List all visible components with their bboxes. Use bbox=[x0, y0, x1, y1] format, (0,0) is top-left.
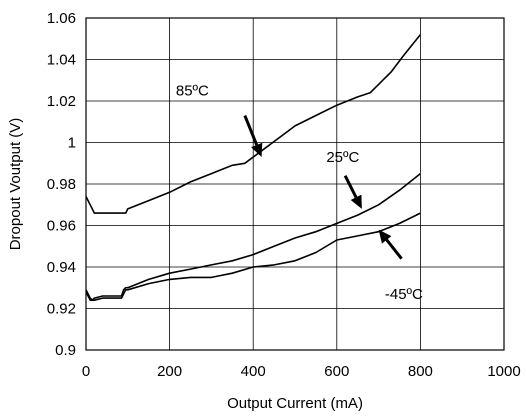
annotation-arrow bbox=[385, 238, 403, 260]
series-line-1 bbox=[85, 172, 421, 302]
y-tick-label: 1.02 bbox=[47, 93, 76, 110]
y-tick-label: 0.94 bbox=[47, 259, 76, 276]
y-tick-label: 1.06 bbox=[47, 10, 76, 27]
y-tick-label: 0.92 bbox=[47, 301, 76, 318]
annotations: 85ºC 25ºC -45ºC bbox=[176, 83, 423, 303]
y-tick-label: 0.9 bbox=[55, 342, 76, 359]
series-group bbox=[85, 34, 422, 302]
series-annotation-label: 85ºC bbox=[176, 83, 209, 100]
y-tick-label: 0.96 bbox=[47, 218, 76, 235]
grid bbox=[85, 17, 505, 351]
series-line-0 bbox=[85, 34, 422, 214]
annotation-arrow bbox=[243, 114, 259, 146]
y-tick-label: 0.98 bbox=[47, 176, 76, 193]
y-tick-label: 1.04 bbox=[47, 52, 76, 69]
series-annotation-label: -45ºC bbox=[385, 286, 423, 303]
series-annotation-label: 25ºC bbox=[326, 149, 359, 166]
annotation-arrowhead bbox=[378, 229, 392, 244]
y-axis-label: Dropout Voutput (V) bbox=[7, 118, 24, 251]
x-tick-label: 0 bbox=[82, 363, 90, 380]
x-tick-label: 1000 bbox=[487, 363, 520, 380]
x-tick-label: 600 bbox=[324, 363, 349, 380]
series-line-2 bbox=[85, 212, 421, 302]
x-tick-label: 800 bbox=[408, 363, 433, 380]
annotation-arrowhead bbox=[350, 194, 362, 209]
y-axis-ticks: 0.9 0.92 0.94 0.96 0.98 1 1.02 1.04 1.06 bbox=[47, 10, 76, 359]
annotation-arrow bbox=[343, 175, 358, 198]
x-tick-label: 200 bbox=[157, 363, 182, 380]
x-axis-ticks: 0 200 400 600 800 1000 bbox=[82, 363, 521, 380]
plot-frame bbox=[85, 17, 505, 351]
y-tick-label: 1 bbox=[68, 135, 76, 152]
x-tick-label: 400 bbox=[241, 363, 266, 380]
annotation-arrowhead bbox=[251, 142, 263, 158]
x-axis-label: Output Current (mA) bbox=[227, 395, 363, 412]
